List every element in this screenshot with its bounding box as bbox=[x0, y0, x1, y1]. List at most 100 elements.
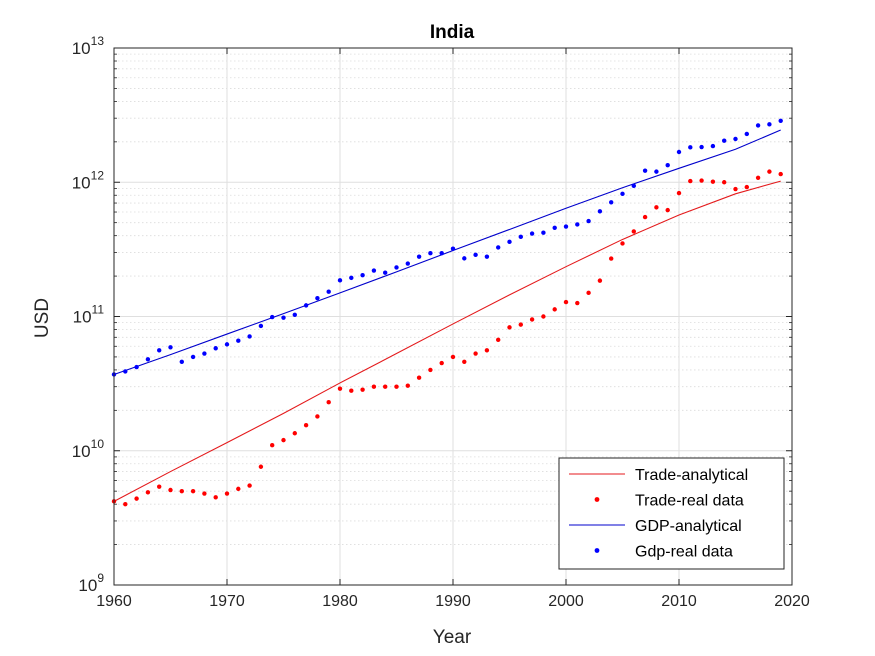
x-tick-label: 2010 bbox=[661, 593, 697, 610]
data-point-trade-real-data bbox=[597, 278, 603, 283]
data-point-gdp-real-data bbox=[676, 149, 682, 155]
data-point-gdp-real-data bbox=[586, 218, 591, 224]
data-point-gdp-real-data bbox=[484, 254, 490, 259]
data-point-trade-real-data bbox=[496, 337, 501, 343]
data-point-gdp-real-data bbox=[744, 131, 749, 137]
data-point-gdp-real-data bbox=[575, 222, 580, 227]
y-tick-exponent: 9 bbox=[97, 571, 104, 585]
series-line-trade-analytical bbox=[113, 180, 781, 502]
data-point-gdp-real-data bbox=[179, 359, 184, 364]
data-point-gdp-real-data bbox=[733, 136, 738, 142]
data-point-trade-real-data bbox=[405, 383, 410, 388]
data-point-trade-real-data bbox=[778, 171, 783, 177]
data-point-gdp-real-data bbox=[383, 270, 388, 275]
legend-swatch-gdp-real-data bbox=[594, 548, 600, 553]
data-point-trade-real-data bbox=[767, 169, 772, 174]
data-point-trade-real-data bbox=[450, 354, 456, 360]
data-point-trade-real-data bbox=[428, 367, 433, 373]
data-point-trade-real-data bbox=[168, 487, 173, 493]
data-point-trade-real-data bbox=[213, 495, 218, 500]
data-point-trade-real-data bbox=[722, 180, 727, 185]
y-tick-exponent: 12 bbox=[91, 168, 105, 182]
y-tick-label: 1010 bbox=[72, 437, 105, 461]
data-point-trade-real-data bbox=[755, 175, 761, 180]
data-point-gdp-real-data bbox=[281, 315, 286, 320]
data-point-gdp-real-data bbox=[631, 183, 636, 189]
data-point-trade-real-data bbox=[292, 431, 297, 436]
data-point-gdp-real-data bbox=[202, 351, 207, 356]
data-point-gdp-real-data bbox=[665, 162, 670, 168]
y-tick-base: 10 bbox=[72, 39, 91, 58]
y-tick-base: 10 bbox=[78, 576, 97, 595]
data-point-gdp-real-data bbox=[473, 252, 478, 258]
y-axis-title: USD bbox=[32, 298, 53, 338]
data-point-trade-real-data bbox=[473, 351, 478, 356]
x-tick-label: 1960 bbox=[96, 593, 132, 610]
data-point-trade-real-data bbox=[676, 190, 682, 196]
data-point-trade-real-data bbox=[236, 486, 241, 492]
data-point-gdp-real-data bbox=[416, 254, 422, 259]
data-point-trade-real-data bbox=[518, 322, 523, 327]
data-point-gdp-real-data bbox=[642, 168, 648, 173]
x-tick-label: 1990 bbox=[435, 593, 471, 610]
chart-title: India bbox=[430, 22, 475, 43]
y-tick-label: 1011 bbox=[73, 303, 105, 327]
data-point-gdp-real-data bbox=[699, 144, 704, 150]
y-tick-exponent: 10 bbox=[91, 437, 105, 451]
data-point-trade-real-data bbox=[631, 229, 636, 234]
data-point-gdp-real-data bbox=[507, 239, 512, 245]
data-point-trade-real-data bbox=[360, 387, 365, 392]
data-point-gdp-real-data bbox=[405, 261, 410, 266]
data-point-gdp-real-data bbox=[518, 234, 523, 240]
legend-label-gdp-real-data: Gdp-real data bbox=[635, 544, 733, 561]
data-point-trade-real-data bbox=[281, 437, 286, 443]
data-point-trade-real-data bbox=[145, 490, 151, 495]
data-point-gdp-real-data bbox=[315, 295, 320, 301]
data-point-trade-real-data bbox=[710, 179, 716, 184]
data-point-gdp-real-data bbox=[541, 230, 546, 235]
axes-layer: 1960 1970 1980 1990 2000 2010 2020109101010111… bbox=[72, 34, 810, 610]
data-point-gdp-real-data bbox=[134, 364, 139, 370]
data-point-gdp-real-data bbox=[371, 268, 377, 273]
legend-label-gdp-analytical: GDP-analytical bbox=[635, 518, 742, 535]
data-point-gdp-real-data bbox=[529, 231, 535, 236]
data-point-gdp-real-data bbox=[224, 342, 230, 347]
legend-swatch-trade-real-data bbox=[594, 497, 600, 502]
data-point-gdp-real-data bbox=[394, 265, 399, 270]
y-tick-label: 1012 bbox=[72, 168, 105, 192]
data-point-trade-real-data bbox=[270, 442, 275, 448]
legend-label-trade-analytical: Trade-analytical bbox=[635, 467, 748, 484]
data-point-trade-real-data bbox=[202, 491, 207, 496]
data-point-trade-real-data bbox=[620, 241, 625, 246]
y-tick-base: 10 bbox=[72, 173, 91, 192]
data-point-gdp-real-data bbox=[755, 123, 761, 128]
x-tick-label: 2000 bbox=[548, 593, 584, 610]
y-tick-base: 10 bbox=[72, 442, 91, 461]
data-point-gdp-real-data bbox=[439, 251, 444, 256]
y-tick-label: 109 bbox=[78, 571, 104, 595]
data-point-trade-real-data bbox=[224, 491, 230, 496]
data-point-gdp-real-data bbox=[688, 145, 693, 150]
data-point-gdp-real-data bbox=[326, 289, 331, 294]
data-point-trade-real-data bbox=[586, 290, 591, 296]
series-layer bbox=[111, 118, 783, 507]
data-point-gdp-real-data bbox=[349, 275, 354, 281]
data-point-trade-real-data bbox=[416, 375, 422, 380]
data-point-gdp-real-data bbox=[157, 348, 162, 353]
data-point-gdp-real-data bbox=[767, 122, 772, 127]
data-point-trade-real-data bbox=[383, 384, 388, 389]
data-point-trade-real-data bbox=[733, 186, 738, 192]
data-point-gdp-real-data bbox=[292, 312, 297, 317]
data-point-gdp-real-data bbox=[168, 345, 173, 350]
data-point-gdp-real-data bbox=[258, 323, 264, 329]
data-point-gdp-real-data bbox=[597, 209, 603, 214]
y-tick-base: 10 bbox=[73, 308, 92, 327]
data-point-gdp-real-data bbox=[552, 225, 557, 230]
data-point-trade-real-data bbox=[484, 348, 490, 353]
data-point-gdp-real-data bbox=[496, 245, 501, 250]
data-point-trade-real-data bbox=[609, 256, 614, 261]
data-point-trade-real-data bbox=[665, 207, 670, 213]
data-point-trade-real-data bbox=[349, 388, 354, 393]
data-point-gdp-real-data bbox=[722, 138, 727, 143]
